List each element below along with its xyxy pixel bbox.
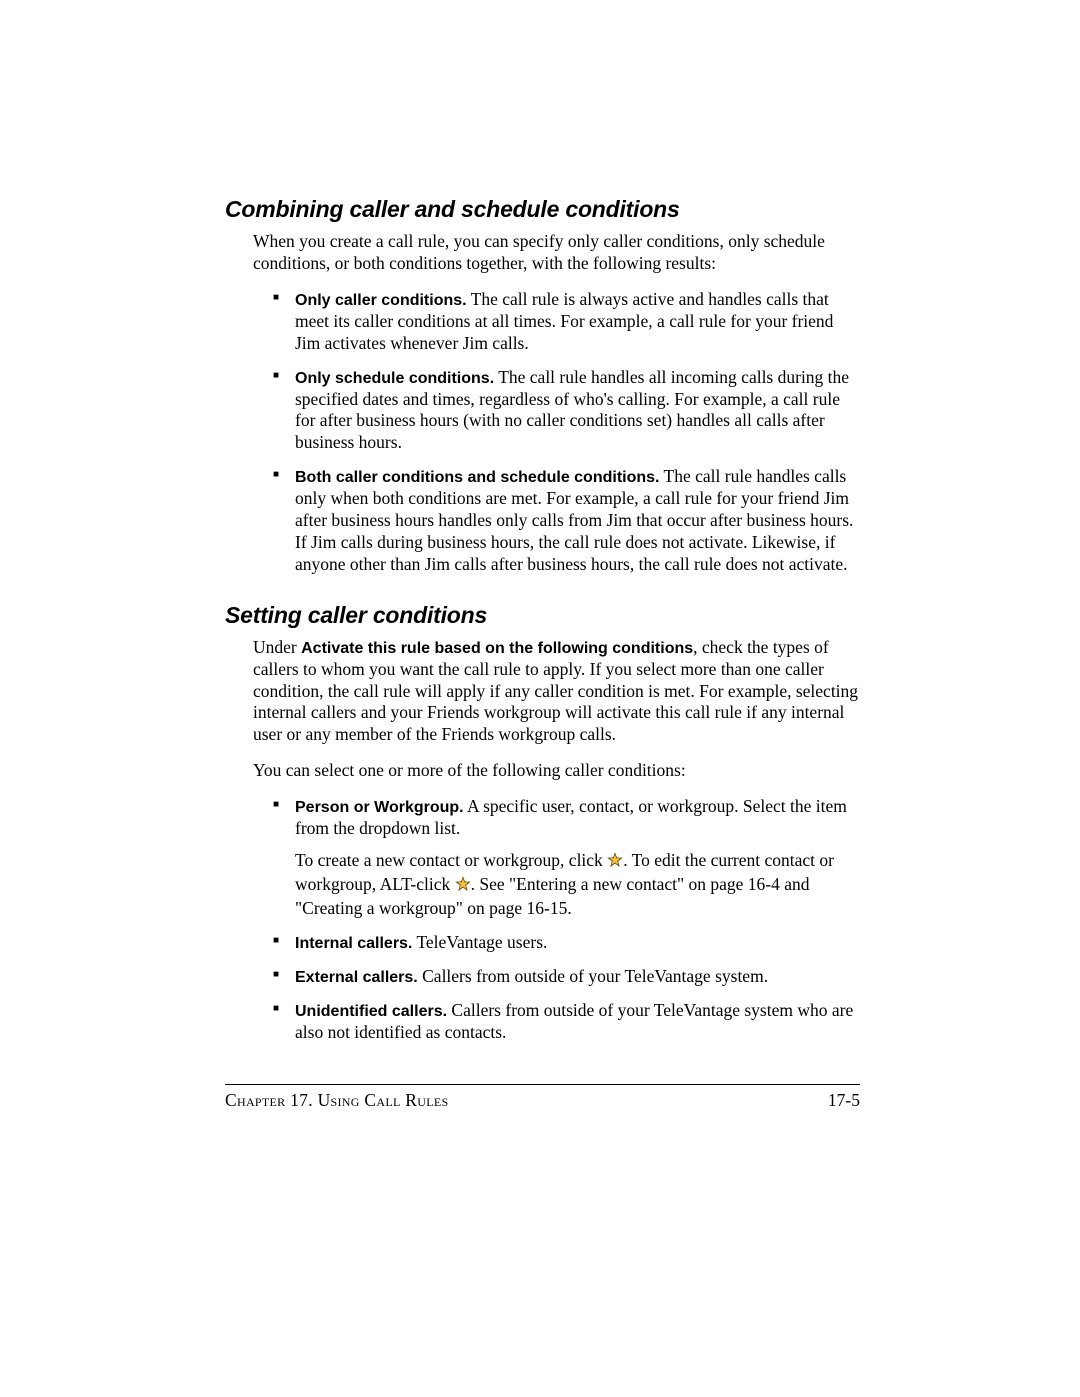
intro-bold: Activate this rule based on the followin…	[301, 640, 693, 657]
list-item-label: Both caller conditions and schedule cond…	[295, 469, 659, 486]
list-item-label: Unidentified callers.	[295, 1003, 447, 1020]
document-page: Combining caller and schedule conditions…	[0, 0, 1080, 1397]
heading-setting: Setting caller conditions	[225, 602, 860, 629]
list-item-label: Internal callers.	[295, 935, 412, 952]
heading-combining: Combining caller and schedule conditions	[225, 196, 860, 223]
list-item: Internal callers. TeleVantage users.	[295, 932, 860, 954]
subpara-a: To create a new contact or workgroup, cl…	[295, 850, 607, 870]
intro-para-2: Under Activate this rule based on the fo…	[225, 637, 860, 747]
list-item-label: Only caller conditions.	[295, 292, 467, 309]
list-item: Unidentified callers. Callers from outsi…	[295, 1000, 860, 1044]
footer-chapter-num: 17.	[290, 1090, 317, 1110]
intro-para-1: When you create a call rule, you can spe…	[225, 231, 860, 275]
list-item: External callers. Callers from outside o…	[295, 966, 860, 988]
list-item-subpara: To create a new contact or workgroup, cl…	[295, 850, 860, 920]
new-star-icon	[607, 852, 623, 874]
intro-prefix: Under	[253, 637, 301, 657]
page-footer: Chapter 17. Using Call Rules 17-5	[225, 1084, 860, 1111]
list-item: Both caller conditions and schedule cond…	[295, 466, 860, 576]
bullet-list-2: Person or Workgroup. A specific user, co…	[225, 796, 860, 1043]
new-star-icon	[455, 876, 471, 898]
footer-chapter: Chapter 17. Using Call Rules	[225, 1090, 448, 1111]
footer-page-number: 17-5	[828, 1090, 860, 1111]
list-item-text: Callers from outside of your TeleVantage…	[418, 966, 768, 986]
list-item-text: TeleVantage users.	[412, 932, 547, 952]
footer-chapter-title: Using Call Rules	[318, 1090, 449, 1110]
list-item-label: Only schedule conditions.	[295, 370, 494, 387]
footer-rule	[225, 1084, 860, 1085]
list-item-label: Person or Workgroup.	[295, 799, 464, 816]
bullet-list-1: Only caller conditions. The call rule is…	[225, 289, 860, 576]
list-item: Only schedule conditions. The call rule …	[295, 367, 860, 455]
footer-line: Chapter 17. Using Call Rules 17-5	[225, 1090, 860, 1111]
list-item-label: External callers.	[295, 969, 418, 986]
para-select: You can select one or more of the follow…	[225, 760, 860, 782]
footer-chapter-word: Chapter	[225, 1090, 285, 1110]
list-item: Person or Workgroup. A specific user, co…	[295, 796, 860, 920]
list-item: Only caller conditions. The call rule is…	[295, 289, 860, 355]
